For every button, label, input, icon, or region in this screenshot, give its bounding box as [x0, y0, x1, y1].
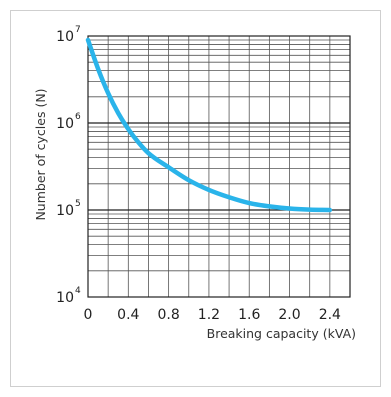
y-tick-label: 10 6 — [56, 112, 81, 132]
y-tick-exponent: 5 — [75, 199, 81, 209]
plot-border — [87, 35, 351, 298]
y-tick-label: 10 4 — [56, 286, 81, 306]
y-tick-base: 10 — [56, 116, 74, 132]
y-tick-base: 10 — [56, 29, 74, 45]
x-tick-label: 2.0 — [278, 307, 300, 323]
y-tick-exponent: 7 — [75, 25, 81, 35]
y-axis-title: Number of cycles (N) — [33, 88, 48, 220]
y-tick-exponent: 4 — [75, 286, 81, 296]
x-tick-label: 0.4 — [117, 307, 139, 323]
y-tick-label: 10 5 — [56, 199, 81, 219]
x-tick-label: 1.6 — [238, 307, 260, 323]
x-tick-label: 0.8 — [157, 307, 179, 323]
grid — [88, 36, 350, 297]
chart-frame — [10, 10, 381, 387]
x-axis-title: Breaking capacity (kVA) — [207, 326, 356, 341]
x-tick-label: 2.4 — [319, 307, 341, 323]
cycles-curve-line — [85, 37, 333, 213]
x-tick-label: 0 — [84, 307, 93, 323]
y-tick-base: 10 — [56, 290, 74, 306]
y-tick-base: 10 — [56, 203, 74, 219]
y-tick-exponent: 6 — [75, 112, 81, 122]
x-tick-label: 1.2 — [198, 307, 220, 323]
x-tick-labels: 0 0.4 0.8 1.2 1.6 2.0 2.4 — [84, 307, 342, 323]
y-tick-label: 10 7 — [56, 25, 81, 45]
